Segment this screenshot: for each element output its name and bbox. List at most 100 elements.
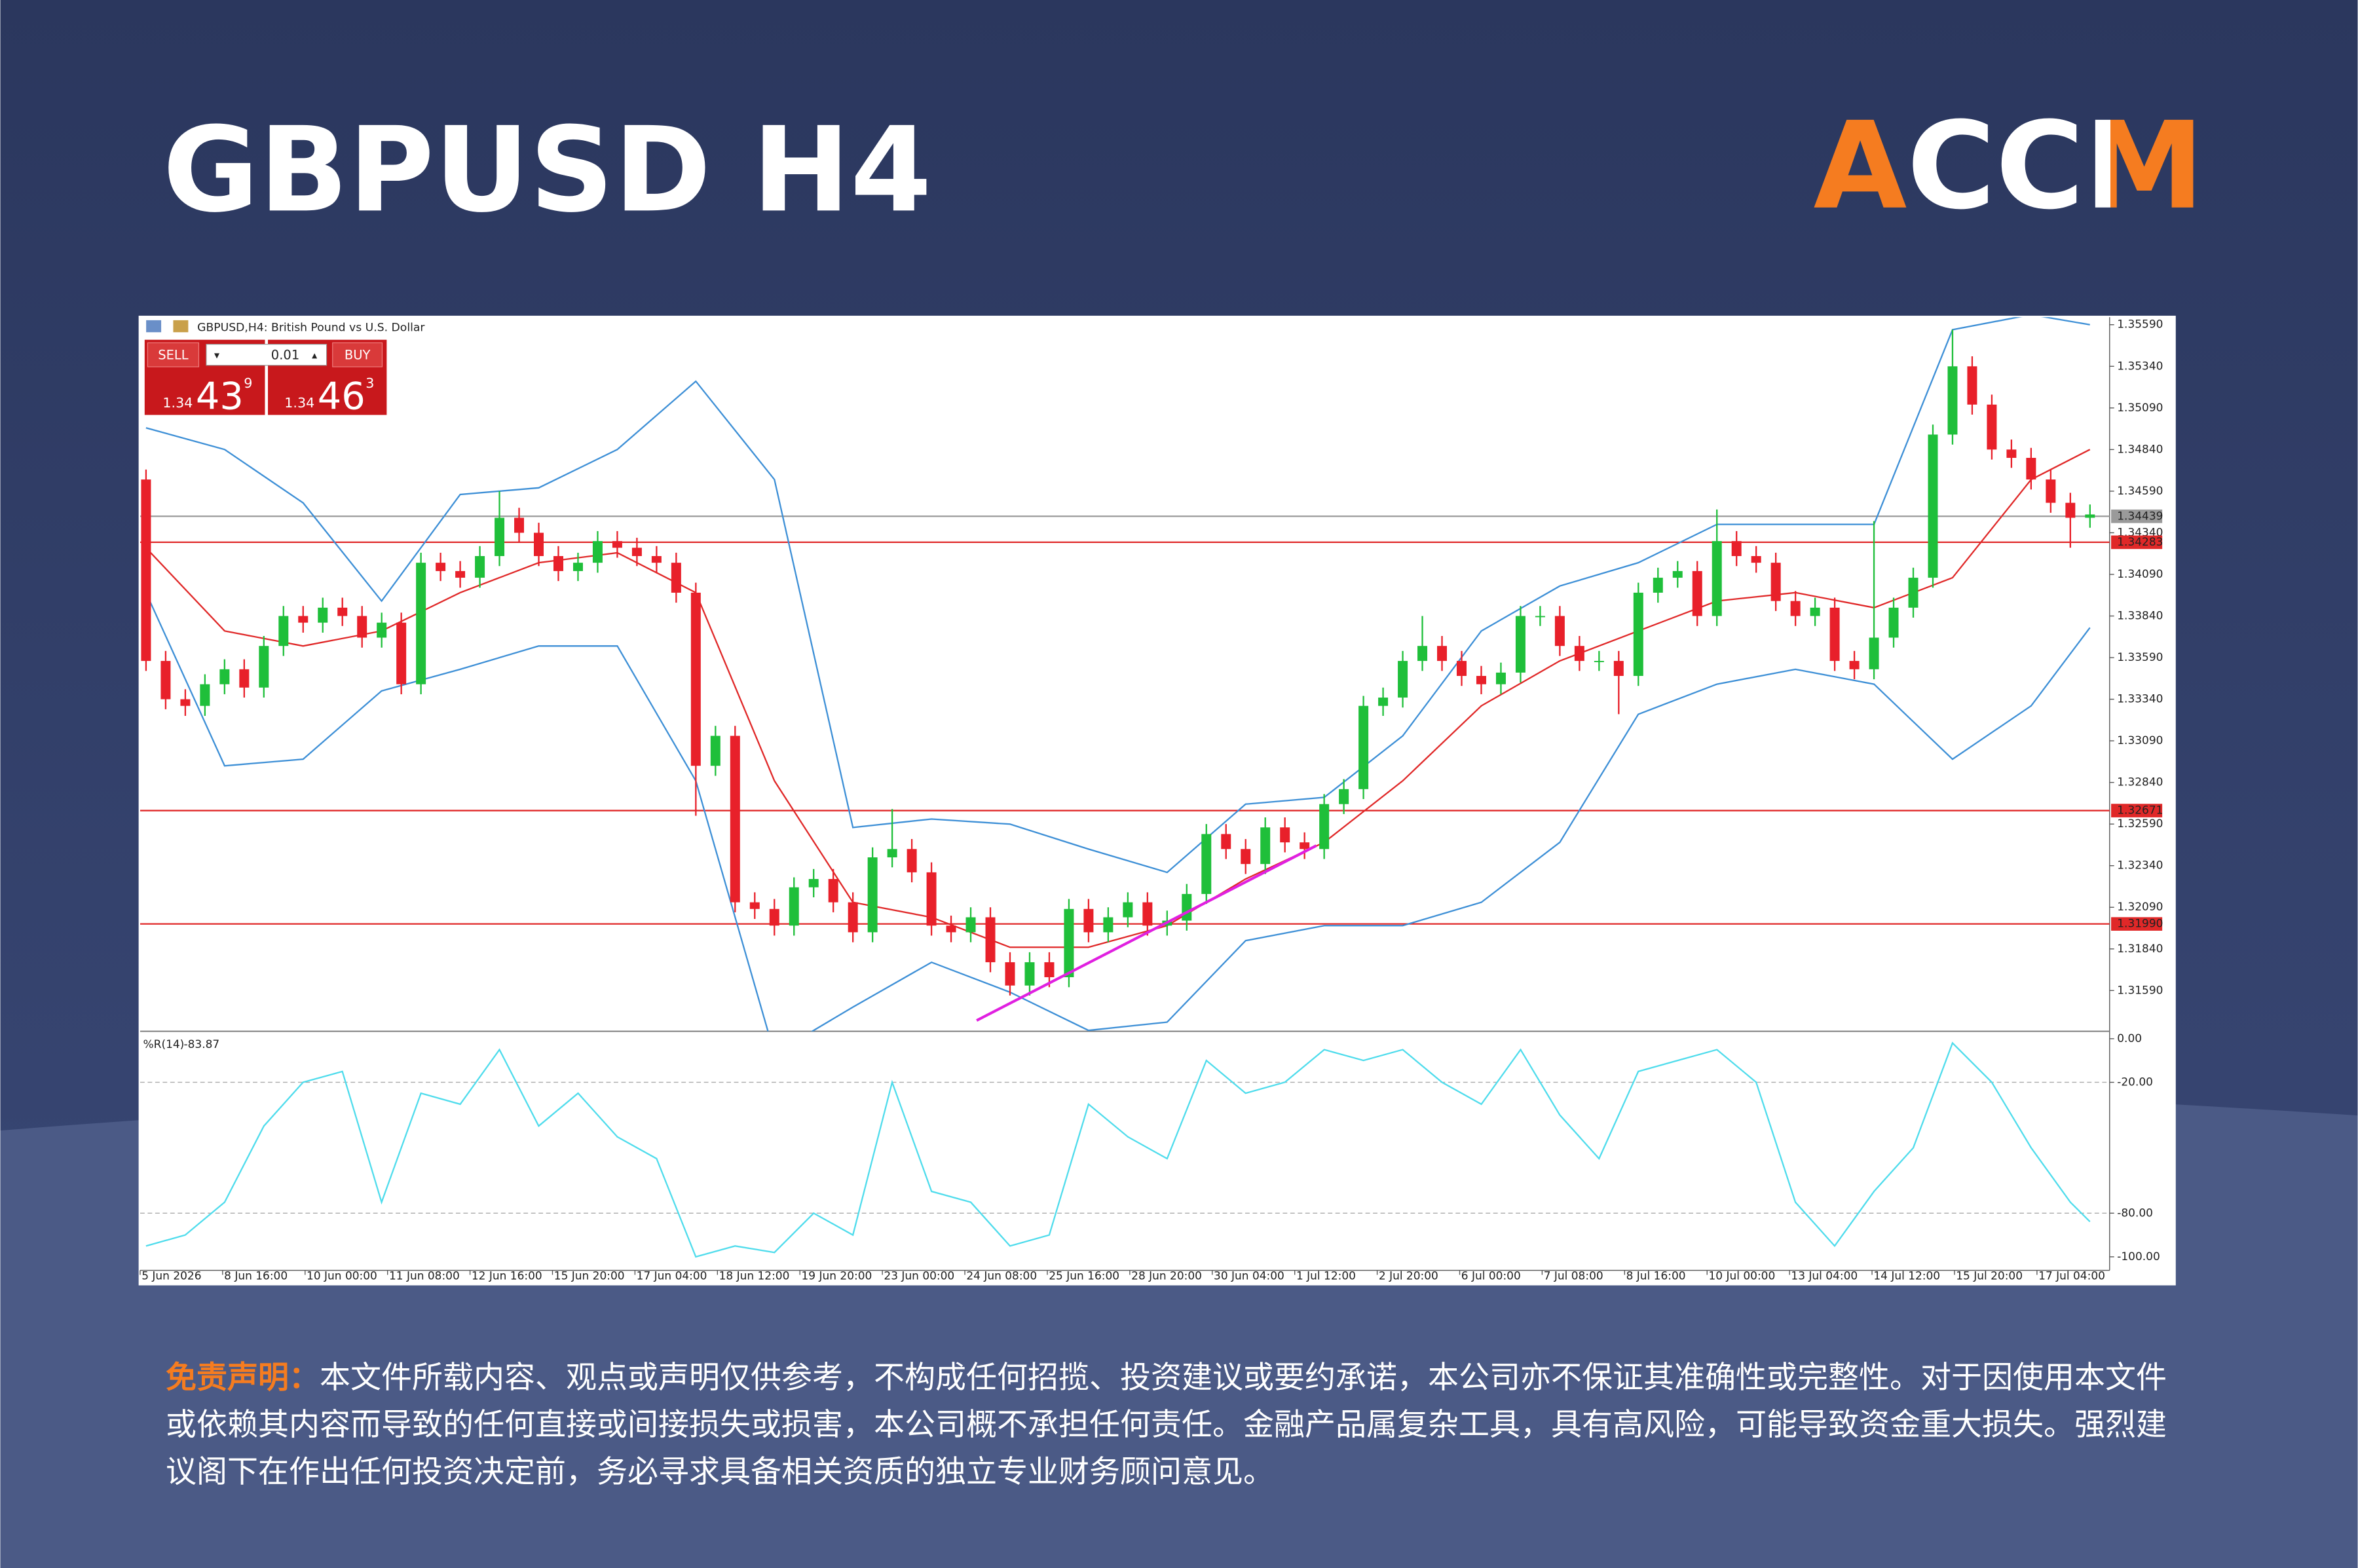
candle-body: [1339, 789, 1349, 804]
x-tick-label: 17 Jun 04:00: [637, 1270, 707, 1283]
candle-body: [1123, 902, 1133, 918]
candle-body: [848, 902, 858, 933]
sell-button[interactable]: [147, 342, 200, 367]
y-tick-label: 1.34090: [2117, 568, 2163, 581]
buy-label[interactable]: BUY: [345, 347, 371, 362]
candle-body: [789, 887, 799, 926]
y-tick-label: 1.33090: [2117, 734, 2163, 747]
chart-frame: [138, 316, 2176, 1286]
candle-body: [1064, 908, 1074, 977]
y-tick-label: 1.34590: [2117, 485, 2163, 498]
y-tick-label: -100.00: [2117, 1250, 2160, 1263]
candle-body: [1495, 672, 1506, 684]
candle-body: [1319, 804, 1330, 849]
candle-body: [1653, 578, 1663, 593]
x-tick-label: 5 Jun 2026: [141, 1270, 201, 1283]
x-tick-label: 13 Jul 04:00: [1791, 1270, 1858, 1283]
candle-body: [1928, 434, 1938, 578]
x-tick-label: 15 Jul 20:00: [1956, 1270, 2023, 1283]
candle-body: [1476, 675, 1486, 684]
x-tick-label: 11 Jun 08:00: [389, 1270, 460, 1283]
candle-body: [2065, 502, 2076, 518]
band-middle: [145, 449, 2091, 948]
y-tick-label: 1.32090: [2117, 901, 2163, 914]
candle-body: [1554, 616, 1565, 646]
candle-body: [553, 556, 563, 571]
level-label: 1.34283: [2117, 536, 2163, 549]
lot-up[interactable]: ▴: [312, 348, 317, 361]
lot-value[interactable]: 0.01: [271, 347, 299, 362]
y-tick-label: 1.31840: [2117, 943, 2163, 956]
x-tick-label: 12 Jun 16:00: [472, 1270, 542, 1283]
candle-body: [1987, 404, 1997, 450]
candle-body: [1221, 834, 1231, 849]
candle-body: [160, 661, 171, 700]
x-tick-label: 10 Jul 00:00: [1709, 1270, 1776, 1283]
sell-label[interactable]: SELL: [158, 347, 189, 362]
candle-body: [377, 622, 387, 638]
bid-big: 43: [196, 374, 244, 418]
candle-body: [514, 517, 525, 533]
candle-body: [2026, 458, 2036, 480]
candle-body: [1201, 834, 1212, 894]
y-tick-label: 1.31590: [2117, 984, 2163, 997]
bid-prefix: 1.34: [162, 395, 193, 411]
candle-body: [965, 917, 976, 933]
x-tick-label: 17 Jul 04:00: [2038, 1270, 2105, 1283]
candle-body: [1790, 601, 1801, 616]
candle-body: [671, 563, 681, 593]
candle-body: [808, 879, 819, 887]
candle-body: [1888, 607, 1899, 638]
candle-body: [1908, 578, 1918, 608]
candle-body: [1633, 592, 1643, 676]
candle-body: [1672, 570, 1683, 578]
candle-body: [887, 849, 897, 857]
x-tick-label: 19 Jun 20:00: [802, 1270, 872, 1283]
level-label-box: [2111, 804, 2163, 817]
y-tick-label: 1.33590: [2117, 651, 2163, 664]
candle-body: [1574, 646, 1584, 662]
lot-down[interactable]: ▾: [214, 348, 219, 361]
y-tick-label: 1.32840: [2117, 776, 2163, 789]
x-tick-label: 15 Jun 20:00: [554, 1270, 625, 1283]
candle-body: [1712, 541, 1722, 616]
candle-body: [318, 607, 328, 623]
candle-body: [1770, 563, 1781, 601]
candle-body: [2046, 479, 2056, 503]
band-upper: [145, 317, 2090, 874]
trendline: [976, 844, 1317, 1022]
lot-input[interactable]: [206, 344, 328, 366]
candle-body: [769, 908, 779, 926]
candle-body: [985, 917, 996, 963]
candle-body: [1869, 637, 1879, 669]
price-panel: [140, 317, 2110, 1032]
candle-body: [907, 849, 917, 872]
candle-body: [1731, 541, 1742, 557]
candle-body: [828, 879, 838, 903]
candle-body: [1241, 849, 1251, 865]
x-tick-label: 2 Jul 20:00: [1379, 1270, 1438, 1283]
candle-body: [1378, 698, 1389, 706]
trade-panel: SELL ▾ 0.01 ▴ BUY 1.34 43 9 1.34 46 3: [144, 339, 387, 418]
x-tick-label: 7 Jul 08:00: [1544, 1270, 1603, 1283]
candle-body: [259, 646, 269, 688]
candle-body: [1024, 962, 1035, 986]
candle-body: [1947, 366, 1958, 435]
candle-body: [572, 563, 583, 571]
candle-body: [1829, 607, 1840, 662]
y-tick-label: 1.33340: [2117, 693, 2163, 706]
candle-body: [926, 872, 937, 926]
candle-body: [219, 669, 230, 684]
buy-button[interactable]: [332, 342, 383, 367]
candle-body: [357, 616, 367, 638]
candle-body: [1810, 607, 1820, 616]
candle-body: [1457, 661, 1467, 676]
y-tick-label: -20.00: [2117, 1075, 2153, 1089]
x-tick-label: 8 Jul 16:00: [1626, 1270, 1686, 1283]
x-tick-label: 18 Jun 12:00: [719, 1270, 790, 1283]
candle-body: [690, 592, 701, 766]
x-tick-label: 8 Jun 16:00: [224, 1270, 288, 1283]
candle-body: [612, 541, 622, 548]
candle-body: [2085, 514, 2095, 518]
